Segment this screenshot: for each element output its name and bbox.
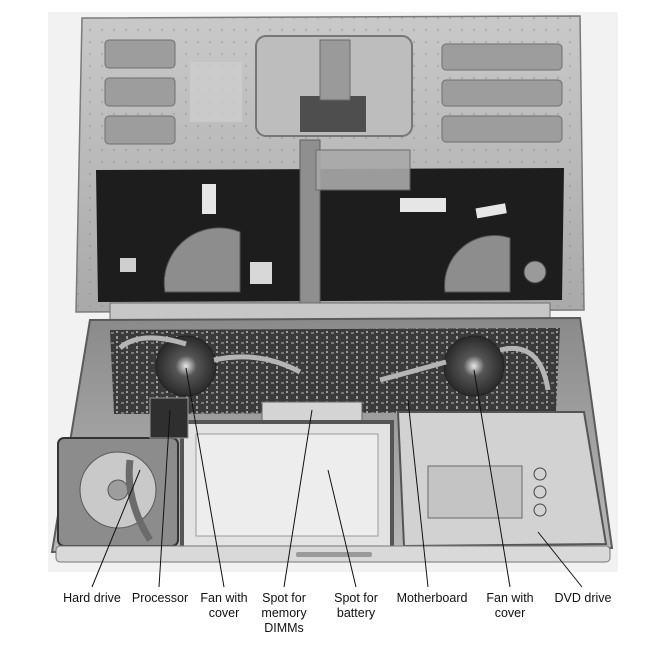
callout-memory: Spot for memory DIMMs xyxy=(261,591,307,635)
leader-lines xyxy=(91,367,583,588)
callout-fan-left: Fan with cover xyxy=(200,591,248,620)
laptop-base xyxy=(50,316,614,563)
fan-right-shape xyxy=(443,335,505,397)
callout-battery: Spot for battery xyxy=(334,591,378,620)
callout-hard-drive: Hard drive xyxy=(63,591,121,605)
callout-fan-right: Fan with cover xyxy=(486,591,534,620)
callout-motherboard: Motherboard xyxy=(396,591,468,605)
callout-processor: Processor xyxy=(131,591,189,605)
fan-left-shape xyxy=(155,335,217,397)
callout-dvd: DVD drive xyxy=(554,591,612,605)
keyboard-panel xyxy=(96,139,564,361)
